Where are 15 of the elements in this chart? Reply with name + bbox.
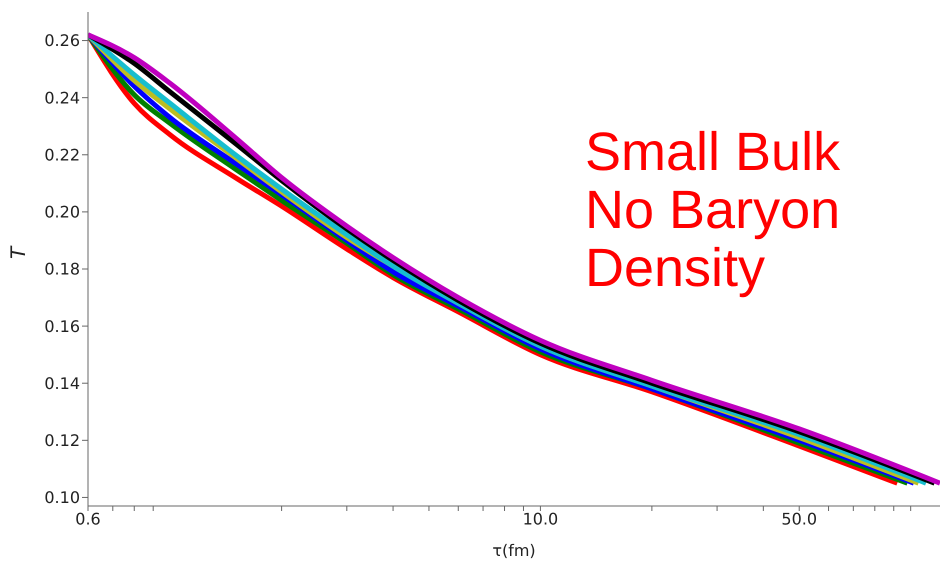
x-tick-label: 50.0: [781, 509, 818, 528]
y-tick-label: 0.18: [44, 260, 80, 279]
y-tick-label: 0.20: [44, 202, 80, 222]
y-tick-label: 0.24: [44, 88, 80, 108]
y-tick-label: 0.14: [44, 374, 80, 393]
x-axis-title: τ(fm): [492, 541, 536, 560]
x-tick-label: 10.0: [522, 509, 558, 528]
y-tick-label: 0.26: [44, 31, 80, 50]
x-tick-label: 0.6: [75, 509, 101, 528]
y-tick-label: 0.22: [44, 145, 80, 164]
annotation: Small Bulk No Baryon Density: [585, 122, 840, 298]
y-tick-label: 0.10: [44, 488, 80, 508]
y-axis-title: T: [6, 245, 30, 259]
y-tick-label: 0.16: [44, 316, 80, 336]
y-tick-label: 0.12: [44, 431, 80, 450]
